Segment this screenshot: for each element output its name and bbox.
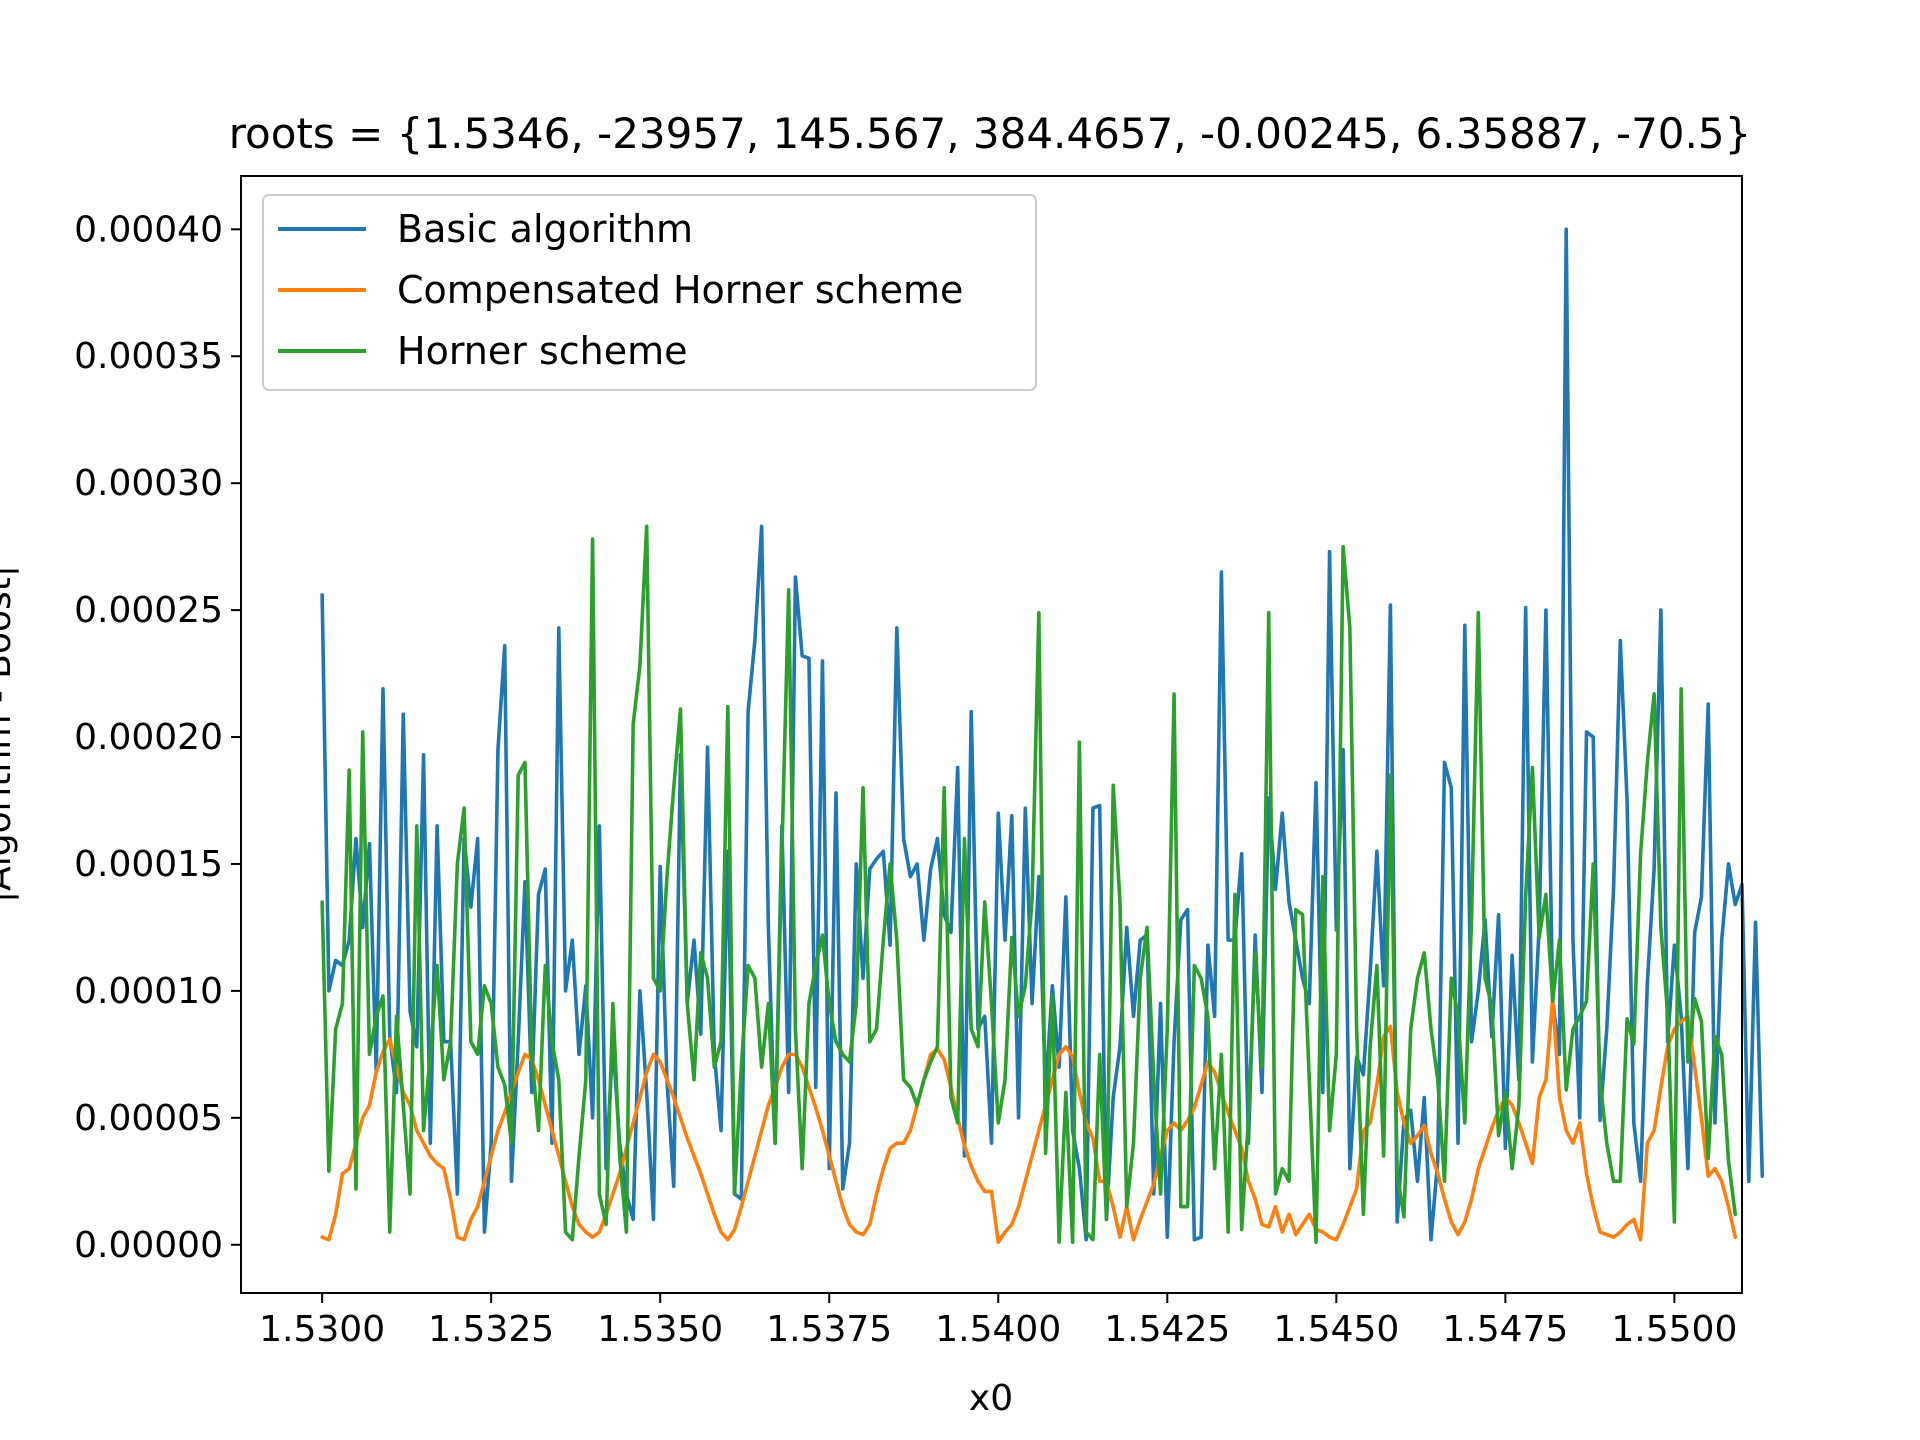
legend-label: Basic algorithm	[397, 207, 693, 251]
y-tick-label: 0.00020	[74, 717, 223, 758]
legend: Basic algorithm Compensated Horner scheme…	[262, 194, 1037, 391]
x-tick-label: 1.5325	[428, 1309, 554, 1350]
x-tick-label: 1.5450	[1273, 1309, 1399, 1350]
x-tick-label: 1.5300	[259, 1309, 385, 1350]
x-tick-label: 1.5375	[766, 1309, 892, 1350]
chart-title: roots = {1.5346, -23957, 145.567, 384.46…	[229, 109, 1752, 158]
series-line-compensated-horner-scheme	[320, 996, 1738, 1245]
plot-lines	[320, 227, 1765, 1245]
y-tick-label: 0.00040	[74, 209, 223, 250]
y-axis-ticks: 0.00000 0.00005 0.00010 0.00015 0.00020 0.000…	[74, 209, 241, 1266]
legend-box	[262, 194, 1037, 391]
x-tick-label: 1.5400	[935, 1309, 1061, 1350]
y-tick-label: 0.00015	[74, 844, 223, 885]
y-tick-label: 0.00035	[74, 336, 223, 377]
x-tick-label: 1.5500	[1611, 1309, 1737, 1350]
y-tick-label: 0.00030	[74, 463, 223, 504]
legend-label: Compensated Horner scheme	[397, 268, 963, 312]
x-axis-label: x0	[969, 1378, 1013, 1419]
y-tick-label: 0.00025	[74, 590, 223, 631]
y-axis-label: |Algorithm - Boost|	[0, 565, 19, 903]
plot-frame	[240, 175, 1743, 1294]
y-tick-label: 0.00010	[74, 971, 223, 1012]
series-line-horner-scheme	[320, 524, 1738, 1245]
x-axis-ticks: 1.5300 1.5325 1.5350 1.5375 1.5400 1.5425 1.54…	[259, 1293, 1737, 1350]
x-tick-label: 1.5350	[597, 1309, 723, 1350]
x-tick-label: 1.5425	[1104, 1309, 1230, 1350]
legend-label: Horner scheme	[397, 329, 688, 373]
y-tick-label: 0.00005	[74, 1098, 223, 1139]
y-tick-label: 0.00000	[74, 1225, 223, 1266]
x-tick-label: 1.5475	[1442, 1309, 1568, 1350]
